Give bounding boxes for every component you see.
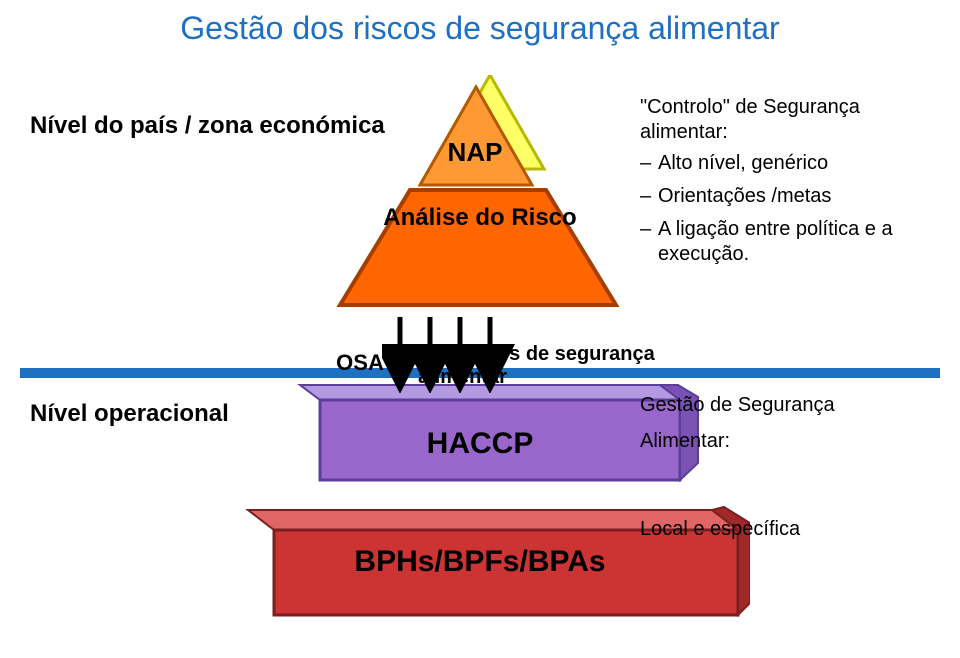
right-bullet-list: Alto nível, genérico Orientações /metas … xyxy=(640,151,940,267)
lower-right-text: Gestão de Segurança Alimentar: Local e e… xyxy=(640,392,930,542)
lower-right-line1: Gestão de Segurança xyxy=(640,392,930,418)
pyramid-osa-label: OSA xyxy=(330,350,390,376)
bullet-item: Alto nível, genérico xyxy=(658,151,940,176)
pyramid-nap-label: NAP xyxy=(435,137,515,168)
right-heading: "Controlo" de Segurança alimentar: xyxy=(640,95,940,145)
lower-right-line3: Local e específica xyxy=(640,516,930,542)
arrows-icon xyxy=(382,313,582,393)
pyramid-risk-label: Análise do Risco xyxy=(380,205,580,231)
lower-right-line2: Alimentar: xyxy=(640,428,930,454)
page-title: Gestão dos riscos de segurança alimentar xyxy=(0,10,960,47)
label-operational-level: Nível operacional xyxy=(30,400,229,428)
bullet-item: A ligação entre política e a execução. xyxy=(658,217,940,267)
bullet-item: Orientações /metas xyxy=(658,184,940,209)
right-column: "Controlo" de Segurança alimentar: Alto … xyxy=(640,95,940,275)
pyramid-base-label: BPHs/BPFs/BPAs xyxy=(330,545,630,579)
label-country-level: Nível do país / zona económica xyxy=(30,112,385,141)
pyramid-haccp-label: HACCP xyxy=(390,427,570,461)
